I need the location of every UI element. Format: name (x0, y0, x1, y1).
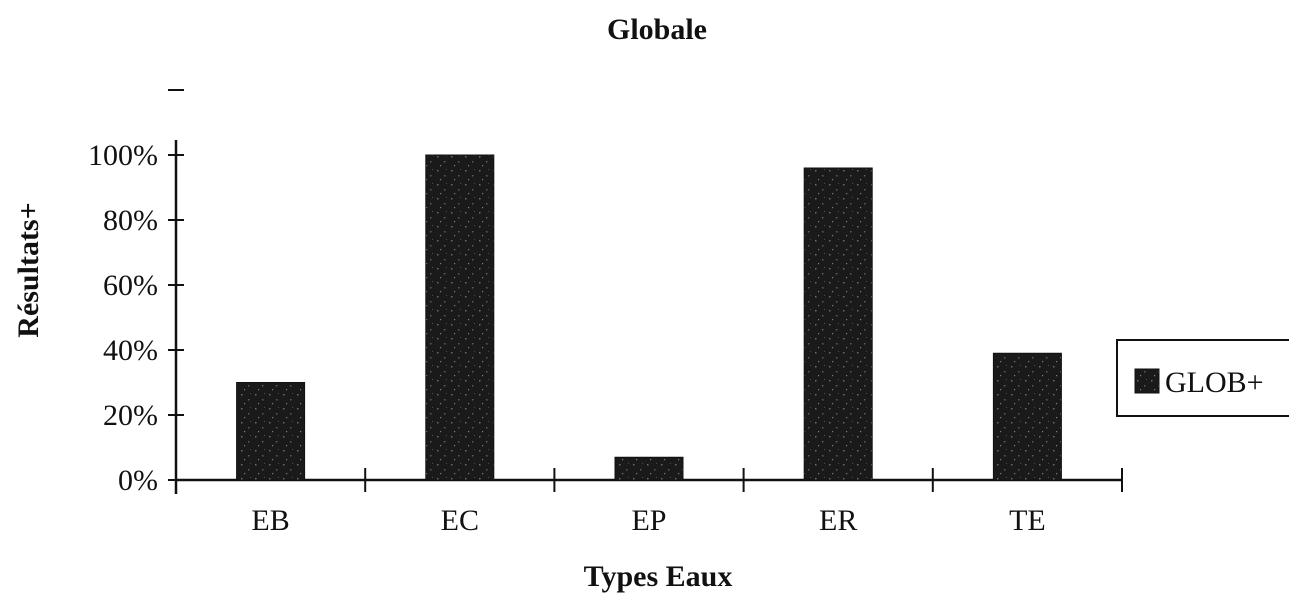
y-axis-title: Résultats+ (12, 202, 45, 337)
x-tick-label-ec: EC (441, 504, 479, 537)
plot-area: 0% 20% 40% 60% 80% 100% EB EC EP ER TE (88, 89, 1123, 537)
x-tick-label-eb: EB (251, 504, 289, 537)
y-tick-label: 60% (103, 269, 158, 302)
x-axis-title: Types Eaux (584, 560, 733, 593)
x-tick-label-er: ER (819, 504, 857, 537)
chart-title: Globale (607, 13, 707, 46)
x-tick-label-ep: EP (631, 504, 666, 537)
legend: GLOB+ (1116, 339, 1289, 417)
legend-label-glob: GLOB+ (1165, 366, 1264, 399)
y-tick-label: 100% (88, 139, 158, 172)
legend-swatch-glob (1134, 368, 1160, 394)
bar-ep (614, 456, 684, 481)
x-tick-label-te: TE (1009, 504, 1046, 537)
bar-er (803, 167, 873, 481)
bar-eb (236, 382, 306, 481)
bar-ec (425, 154, 495, 481)
y-tick-label: 80% (103, 204, 158, 237)
y-tick-label: 20% (103, 399, 158, 432)
y-tick-label: 0% (118, 464, 158, 497)
y-tick-label: 40% (103, 334, 158, 367)
bar-te (992, 352, 1062, 481)
